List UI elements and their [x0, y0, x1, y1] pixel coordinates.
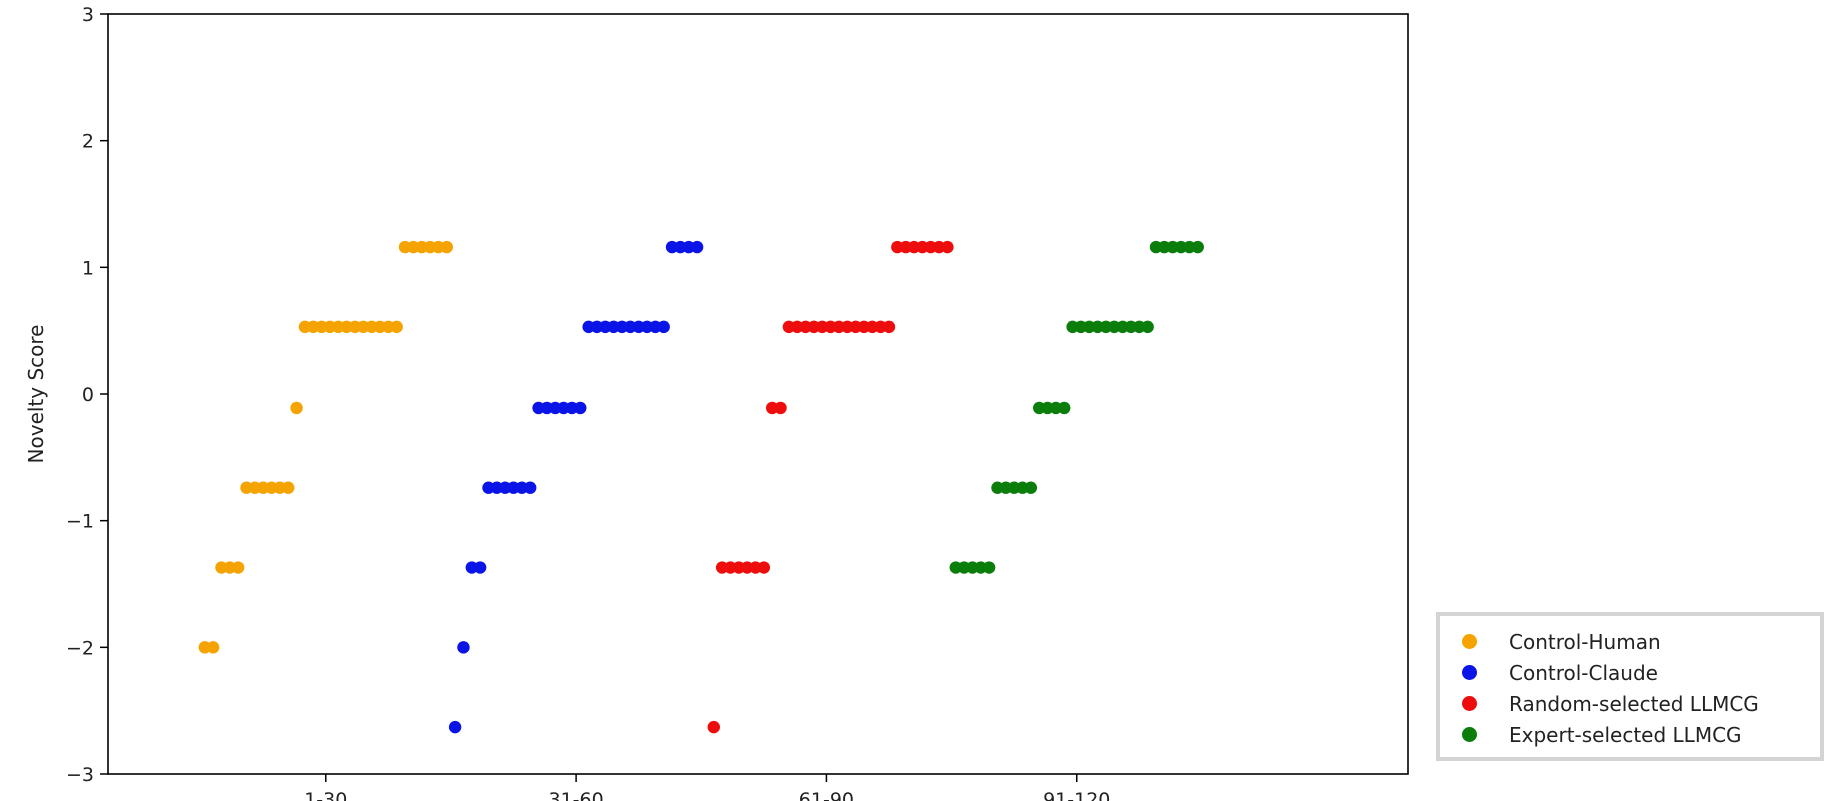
- data-point: [206, 641, 220, 654]
- series-control-claude: [448, 240, 704, 734]
- legend-marker: [1462, 696, 1477, 711]
- data-point: [982, 561, 996, 574]
- plot-frame: [107, 13, 1409, 775]
- x-tick-label: 31-60: [548, 789, 603, 801]
- data-point: [1141, 320, 1154, 334]
- legend: Control-Human Control-Claude Random-select…: [1436, 612, 1824, 761]
- data-point: [1058, 401, 1071, 415]
- legend-label: Expert-selected LLMCG: [1509, 722, 1742, 747]
- data-point: [440, 240, 453, 254]
- data-point: [290, 401, 303, 415]
- legend-item: Control-Human: [1440, 626, 1820, 657]
- data-point: [524, 481, 537, 494]
- data-point: [774, 401, 787, 415]
- y-tick-label: −1: [66, 511, 94, 533]
- data-point: [941, 240, 954, 254]
- legend-item: Control-Claude: [1440, 657, 1820, 688]
- legend-marker: [1462, 634, 1477, 649]
- data-point: [757, 561, 771, 574]
- data-point: [882, 320, 896, 334]
- data-point: [690, 240, 704, 254]
- y-axis: 3 2 1 0 −1 −2 −3: [66, 4, 108, 786]
- legend-marker: [1462, 665, 1477, 680]
- legend-label: Random-selected LLMCG: [1509, 691, 1759, 716]
- data-point: [1024, 481, 1038, 494]
- y-tick-label: 1: [82, 257, 94, 279]
- x-tick-label: 1-30: [304, 789, 347, 801]
- data-point: [574, 401, 587, 415]
- x-axis: 1-30 31-60 61-90 91-120: [304, 774, 1110, 801]
- legend-item: Expert-selected LLMCG: [1440, 719, 1820, 750]
- x-tick-label: 91-120: [1043, 789, 1110, 801]
- data-point: [457, 641, 470, 654]
- y-axis-label: Novelty Score: [24, 325, 48, 464]
- series-random-selected-llmcg: [707, 240, 954, 734]
- data-point: [231, 561, 245, 574]
- data-point: [657, 320, 670, 334]
- data-point: [282, 481, 295, 494]
- legend-label: Control-Human: [1509, 629, 1661, 654]
- y-tick-label: 2: [82, 131, 94, 153]
- y-tick-label: −3: [66, 764, 94, 786]
- data-point: [1191, 240, 1204, 254]
- y-tick-label: −2: [66, 637, 94, 659]
- legend-label: Control-Claude: [1509, 660, 1658, 685]
- data-point: [473, 561, 487, 574]
- data-points: [198, 240, 1204, 734]
- data-point: [448, 720, 462, 734]
- series-expert-selected-llmcg: [949, 240, 1204, 574]
- series-control-human: [198, 240, 453, 654]
- legend-marker: [1462, 727, 1477, 742]
- data-point: [707, 720, 720, 734]
- legend-item: Random-selected LLMCG: [1440, 688, 1820, 719]
- y-tick-label: 3: [82, 4, 94, 26]
- x-tick-label: 61-90: [799, 789, 854, 801]
- y-tick-label: 0: [82, 384, 94, 406]
- data-point: [390, 320, 403, 334]
